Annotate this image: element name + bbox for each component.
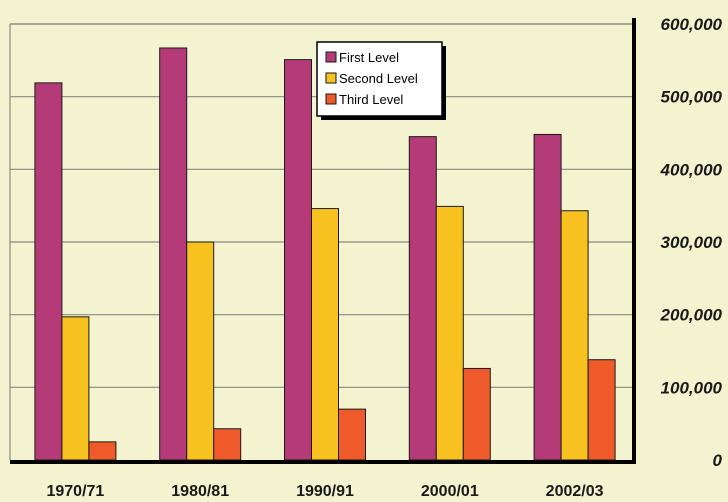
- legend-swatch: [325, 72, 337, 84]
- legend-label: Second Level: [339, 71, 418, 86]
- legend-swatch: [325, 51, 337, 63]
- bar: [213, 428, 242, 461]
- bar: [533, 133, 562, 461]
- bar: [88, 441, 117, 461]
- y-tick-label: 400,000: [660, 160, 723, 179]
- legend-label: First Level: [339, 50, 399, 65]
- bar: [34, 82, 63, 461]
- legend: First Level Second Level Third Level: [316, 41, 446, 120]
- legend-box: [316, 41, 443, 117]
- y-tick-label: 300,000: [661, 233, 723, 252]
- y-tick-label: 200,000: [660, 306, 723, 325]
- bar: [159, 47, 188, 461]
- y-tick-label: 0: [713, 451, 723, 470]
- bar: [560, 210, 589, 461]
- x-axis-ticks: 1970/71 1980/81 1990/91 2000/01 2002/03: [46, 483, 603, 500]
- y-tick-label: 500,000: [661, 88, 723, 107]
- bar: [311, 208, 339, 461]
- x-tick-label: 2000/01: [421, 483, 479, 500]
- x-tick-label: 1980/81: [171, 483, 229, 500]
- bar: [408, 136, 437, 461]
- y-tick-label: 600,000: [661, 15, 723, 34]
- x-tick-label: 2002/03: [546, 483, 604, 500]
- x-tick-label: 1990/91: [296, 483, 354, 500]
- y-tick-label: 100,000: [661, 378, 723, 397]
- bar: [186, 241, 215, 461]
- bar: [338, 408, 366, 461]
- bar: [61, 316, 90, 461]
- bar: [284, 59, 312, 461]
- legend-swatch: [325, 93, 337, 105]
- bar: [587, 359, 616, 461]
- bars-group: [34, 47, 616, 461]
- bar: [435, 205, 464, 461]
- y-axis-ticks: 0 100,000 200,000 300,000 400,000 500,000 600,…: [660, 15, 723, 470]
- bar: [462, 367, 491, 461]
- x-tick-label: 1970/71: [46, 483, 104, 500]
- axes: [9, 18, 636, 464]
- legend-label: Third Level: [339, 92, 403, 107]
